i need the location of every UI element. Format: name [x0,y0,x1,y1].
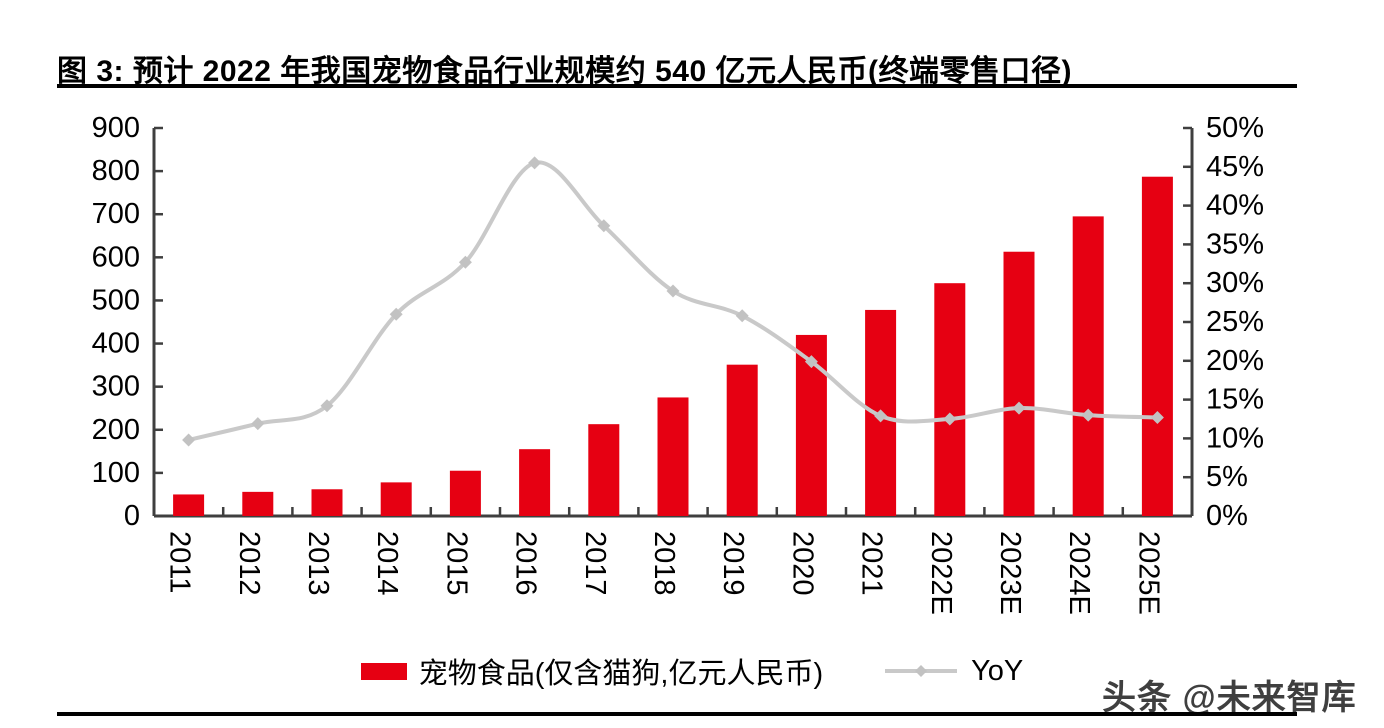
yoy-marker-2018 [666,284,680,298]
yoy-marker-2022E [943,412,957,426]
yoy-marker-2025E [1150,410,1164,424]
right-axis-tick-label: 5% [1206,461,1248,493]
left-axis-tick-label: 400 [92,328,140,360]
bar-2012 [242,491,274,516]
left-axis-tick-label: 500 [92,284,140,316]
left-axis-tick-label: 800 [92,155,140,187]
line-series-swatch-icon [885,665,958,677]
bar-series-swatch-icon [360,662,407,680]
bar-2024E [1072,216,1104,516]
x-axis-tick-label: 2019 [717,531,749,596]
yoy-marker-2023E [1012,401,1026,415]
x-axis-tick-label: 2017 [579,531,611,596]
right-axis-tick-label: 50% [1206,112,1264,144]
right-axis-tick-label: 15% [1206,384,1264,416]
right-axis-tick-label: 25% [1206,306,1264,338]
right-axis-tick-label: 35% [1206,228,1264,260]
yoy-marker-2014 [389,307,403,321]
bar-2017 [588,424,620,516]
x-axis-tick-label: 2024E [1063,531,1095,615]
bar-2014 [380,482,412,516]
left-axis-tick-label: 100 [92,457,140,489]
bar-2019 [726,364,758,516]
yoy-marker-2016 [528,156,542,170]
bar-2015 [449,470,481,516]
bar-2013 [311,489,343,516]
pet-food-bars-series [173,176,1173,516]
yoy-line-series [182,156,1164,447]
x-axis-tick-label: 2014 [371,531,403,596]
left-axis-tick-label: 600 [92,241,140,273]
x-axis-tick-label: 2023E [994,531,1026,615]
yoy-marker-2017 [597,219,611,233]
legend-item-pet-food: 宠物食品(仅含猫狗,亿元人民币) [360,650,824,692]
x-axis-tick-label: 2015 [440,531,472,596]
legend-yoy-label: YoY [971,654,1024,687]
right-axis-tick-label: 40% [1206,190,1264,222]
title-underline [57,84,1297,88]
bottom-rule [57,712,1297,716]
yoy-marker-2021 [874,409,888,423]
right-axis-tick-label: 0% [1206,500,1248,532]
left-axis-tick-label: 0 [124,500,140,532]
x-axis-tick-label: 2011 [164,531,196,593]
yoy-marker-2011 [182,433,196,447]
right-axis-tick-label: 45% [1206,151,1264,183]
x-axis-tick-label: 2021 [856,531,888,596]
bar-2018 [657,397,689,516]
yoy-line [186,160,1160,442]
left-axis-tick-label: 200 [92,414,140,446]
bar-2016 [519,449,551,516]
yoy-marker-2015 [458,255,472,269]
x-axis-tick-label: 2016 [510,531,542,596]
bar-2022E [934,283,966,516]
x-axis-tick-label: 2013 [302,531,334,596]
legend-item-yoy: YoY [883,655,1023,688]
x-axis-tick-label: 2012 [233,531,265,596]
left-axis-tick-label: 300 [92,371,140,403]
axis-labels: 0 100 200 300 400 500 600 700 800 900 0% 5% 10% 15% 20… [92,112,1264,615]
x-axis-tick-label: 2018 [648,531,680,596]
yoy-marker-2024E [1081,408,1095,422]
bar-2011 [173,494,205,516]
bar-2023E [1003,251,1035,516]
chart-legend: 宠物食品(仅含猫狗,亿元人民币) YoY [0,650,1384,692]
yoy-marker-2020 [804,355,818,369]
right-axis-tick-label: 30% [1206,267,1264,299]
x-axis-tick-label: 2020 [786,531,818,596]
tick-marks [152,126,1194,518]
figure-title: 图 3: 预计 2022 年我国宠物食品行业规模约 540 亿元人民币(终端零售… [57,55,1072,88]
x-axis-tick-label: 2025E [1132,531,1164,615]
yoy-marker-2019 [735,309,749,323]
x-axis-tick-label: 2022E [925,531,957,615]
left-axis-tick-label: 700 [92,198,140,230]
yoy-marker-2012 [251,417,265,431]
yoy-marker-2013 [320,399,334,413]
left-axis-tick-label: 900 [92,112,140,144]
watermark: 头条 @未来智库 [1102,679,1357,717]
legend-diamond-marker-icon [915,665,928,677]
right-axis-tick-label: 10% [1206,422,1264,454]
right-axis-tick-label: 20% [1206,345,1264,377]
bar-2025E [1141,176,1173,516]
legend-pet-food-label: 宠物食品(仅含猫狗,亿元人民币) [418,658,824,690]
